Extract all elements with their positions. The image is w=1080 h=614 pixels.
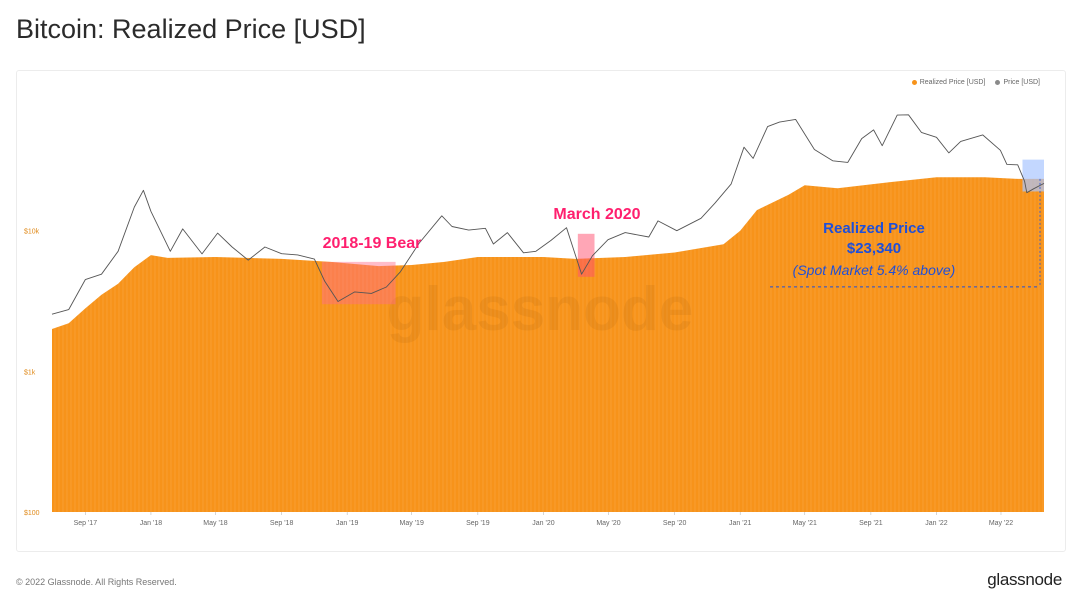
x-tick-label: Sep '20: [663, 520, 687, 527]
x-tick-label: Jan '18: [140, 520, 162, 527]
y-tick-label: $1k: [24, 369, 36, 376]
legend-item-price[interactable]: Price [USD]: [995, 79, 1040, 86]
legend-dot-icon: [995, 80, 1001, 85]
bear-annotation-box: [321, 261, 396, 305]
x-tick-label: Jan '21: [729, 520, 751, 527]
page-title: Bitcoin: Realized Price [USD]: [16, 14, 366, 44]
bear-annotation-label: 2018-19 Bear: [323, 235, 422, 252]
realized-area-texture: [54, 163, 1044, 512]
x-tick-label: May '22: [989, 520, 1013, 527]
x-tick-label: Sep '19: [466, 520, 490, 527]
x-tick-label: May '21: [793, 520, 817, 527]
legend-label-realized: Realized Price [USD]: [919, 79, 986, 86]
legend-label-price: Price [USD]: [1003, 79, 1040, 86]
march-2020-annotation-label: March 2020: [553, 206, 640, 223]
x-tick-label: Jan '19: [336, 520, 358, 527]
price-line: [51, 114, 1045, 315]
chart-legend: Realized Price [USD] Price [USD]: [911, 79, 1040, 86]
x-tick-label: Sep '21: [859, 520, 883, 527]
realized-price-annotation-title: Realized Price: [823, 220, 925, 237]
brand-logo: glassnode: [987, 570, 1062, 589]
x-tick-label: Jan '22: [925, 520, 947, 527]
legend-dot-icon: [911, 80, 917, 85]
current-price-highlight-box: [1022, 159, 1044, 192]
realized-price-annotation-note: (Spot Market 5.4% above): [793, 262, 956, 278]
copyright-text: © 2022 Glassnode. All Rights Reserved.: [16, 577, 177, 587]
x-tick-label: Jan '20: [532, 520, 554, 527]
x-tick-label: May '20: [596, 520, 620, 527]
march-2020-annotation-box: [577, 233, 595, 277]
y-tick-label: $10k: [24, 229, 40, 236]
x-tick-label: Sep '17: [74, 520, 98, 527]
realized-price-chart: glassnode 2018-19 Bear March 2020 Realized …: [24, 114, 1045, 527]
x-tick-label: Sep '18: [270, 520, 294, 527]
legend-item-realized[interactable]: Realized Price [USD]: [911, 79, 986, 86]
realized-price-area: [52, 177, 1044, 512]
watermark-text: glassnode: [387, 275, 694, 344]
x-tick-label: May '18: [203, 520, 227, 527]
y-tick-label: $100: [24, 510, 40, 517]
x-tick-label: May '19: [400, 520, 424, 527]
realized-price-annotation-value: $23,340: [847, 240, 901, 257]
